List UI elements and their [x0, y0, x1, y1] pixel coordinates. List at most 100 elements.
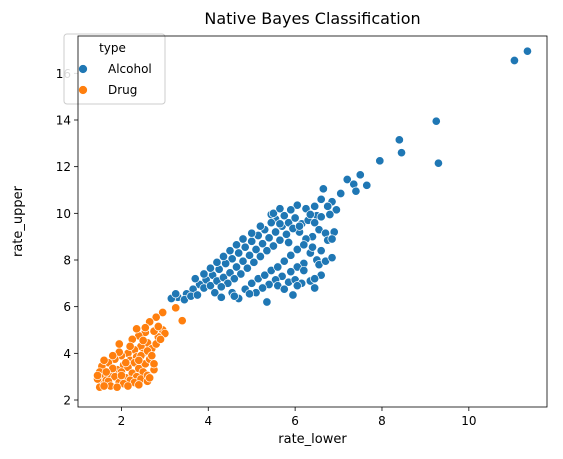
data-point [210, 288, 220, 298]
data-point [292, 244, 302, 255]
data-point [192, 290, 202, 300]
y-tick-label: 12 [56, 160, 71, 174]
x-tick-label: 6 [291, 414, 299, 428]
data-point [249, 257, 259, 267]
chart-title: Native Bayes Classification [204, 9, 420, 28]
x-tick-label: 8 [378, 414, 386, 428]
legend-marker [78, 64, 88, 74]
data-point [258, 283, 268, 293]
data-point [286, 205, 296, 215]
data-point [140, 323, 150, 333]
data-point [101, 367, 111, 377]
data-point [316, 246, 326, 256]
data-point [288, 290, 298, 300]
data-point [155, 334, 166, 344]
data-point [292, 281, 302, 291]
data-point [323, 201, 333, 211]
data-point [177, 316, 187, 326]
data-point [149, 359, 159, 369]
legend-title: type [99, 41, 126, 55]
data-point [218, 251, 229, 262]
data-point [123, 381, 133, 391]
data-point [251, 244, 261, 255]
data-point [134, 380, 144, 390]
data-point [310, 283, 320, 293]
data-point [310, 218, 320, 228]
data-point [112, 382, 122, 392]
data-point [240, 242, 250, 252]
data-point [331, 205, 341, 215]
data-point [153, 321, 163, 332]
data-point [294, 221, 305, 231]
data-point [242, 263, 252, 273]
data-point [316, 212, 326, 222]
data-point [212, 257, 222, 267]
data-point [327, 253, 337, 263]
data-point [299, 240, 309, 250]
legend-entry-label: Alcohol [108, 62, 152, 76]
y-tick-label: 6 [63, 300, 71, 314]
data-point [171, 289, 181, 299]
data-point [158, 307, 168, 318]
data-point [234, 248, 244, 258]
data-point [327, 234, 337, 244]
data-point [247, 278, 257, 288]
data-point [216, 292, 226, 302]
data-point [114, 339, 124, 349]
legend-entry-label: Drug [108, 83, 137, 97]
data-point [262, 246, 272, 256]
y-tick-label: 2 [63, 394, 71, 408]
data-point [268, 241, 278, 251]
data-point [116, 370, 126, 381]
data-point [229, 291, 239, 301]
data-point [292, 200, 302, 210]
y-tick-label: 14 [56, 114, 71, 128]
legend-marker [78, 85, 88, 95]
data-point [262, 297, 272, 307]
data-point [244, 289, 255, 299]
data-point [307, 242, 318, 252]
series-drug [92, 303, 187, 392]
data-point [132, 324, 142, 334]
data-point [121, 358, 131, 368]
data-point [236, 269, 246, 279]
data-point [108, 351, 118, 361]
data-point [342, 174, 352, 185]
data-point [264, 233, 274, 243]
data-point [509, 55, 519, 66]
y-tick-label: 8 [63, 254, 71, 268]
data-point [316, 194, 326, 204]
data-point [231, 262, 242, 272]
data-point [238, 234, 248, 244]
data-point [310, 201, 320, 211]
data-point [134, 355, 144, 365]
data-point [394, 135, 404, 145]
data-point [362, 180, 372, 190]
legend-box [63, 33, 166, 105]
data-point [522, 46, 533, 56]
data-point [260, 270, 270, 280]
data-point [275, 235, 285, 245]
data-point [310, 274, 320, 284]
data-point [351, 186, 361, 196]
data-point [99, 355, 109, 365]
data-point [279, 211, 289, 221]
data-point [238, 256, 248, 266]
y-tick-label: 10 [56, 207, 71, 221]
data-point [255, 221, 265, 231]
data-point [205, 281, 215, 291]
data-point [244, 250, 255, 260]
data-point [147, 351, 157, 361]
data-point [279, 256, 289, 266]
data-point [145, 373, 155, 383]
data-point [255, 251, 265, 262]
data-point [216, 282, 226, 292]
data-point [247, 228, 257, 238]
data-point [284, 237, 294, 248]
data-point [275, 219, 285, 229]
data-point [151, 312, 161, 322]
data-point [286, 267, 296, 277]
y-axis-label: rate_upper [11, 185, 26, 257]
